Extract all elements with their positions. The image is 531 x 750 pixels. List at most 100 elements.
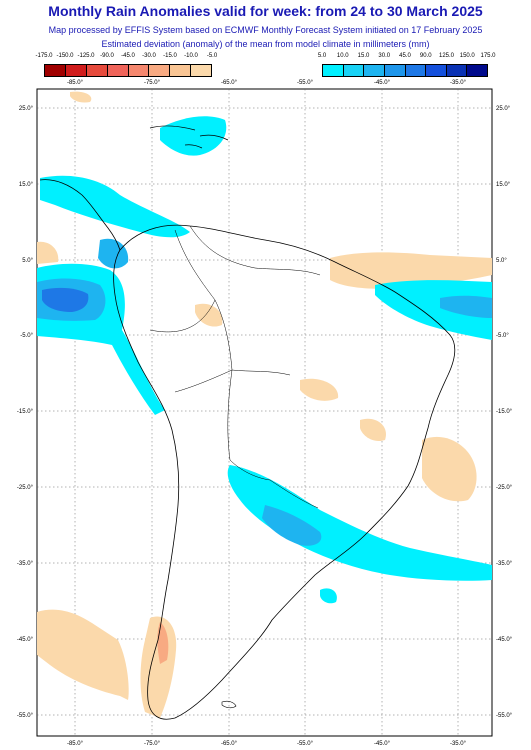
axis-tick-label: 15.0° [496,182,511,188]
legend-tick-label: -125.0 [77,53,95,59]
map-title: Monthly Rain Anomalies valid for week: f… [48,3,483,19]
axis-tick-label: -85.0° [67,741,84,747]
dry-area-bolivia [195,303,223,327]
legend-swatch [107,65,129,76]
legend-positive-colorbar [322,64,488,77]
legend-negative-labels: -175.0 -150.0 -125.0 -90.0 -45.0 -30.0 -15.0 -1… [35,53,217,63]
axis-tick-label: -35.0° [17,561,34,567]
legend-swatch [384,65,406,76]
legend-swatch [86,65,108,76]
latitude-labels-left: 25.0° 15.0° 5.0° -5.0° -15.0° -25.0° -35.0° -45… [17,106,34,719]
legend-tick-label: -150.0 [56,53,74,59]
dry-area-caribbean [70,91,92,103]
legend-negative: -175.0 -150.0 -125.0 -90.0 -45.0 -30.0 -15.0 -1… [35,53,217,77]
legend-swatch [343,65,365,76]
legend-swatch [191,65,211,76]
wet-area-colombia [98,238,129,269]
axis-tick-label: 5.0° [22,258,33,264]
legend-tick-label: -90.0 [100,53,114,59]
axis-tick-label: -45.0° [374,80,391,86]
dry-anomaly-areas [37,91,492,718]
axis-tick-label: -15.0° [496,409,513,415]
legend-tick-label: -10.0 [184,53,198,59]
legend-tick-label: -5.0 [206,53,218,59]
axis-tick-label: 15.0° [19,182,34,188]
legend-negative-colorbar [44,64,212,77]
legend-tick-label: 30.0 [378,53,391,59]
south-america-coastline [113,224,456,720]
legend-tick-label: 15.0 [357,53,370,59]
axis-tick-label: -65.0° [221,741,238,747]
axis-tick-label: 25.0° [19,106,34,112]
legend-swatch [446,65,468,76]
legend-tick-label: 150.0 [459,53,475,59]
legend-tick-label: 45.0 [399,53,411,59]
wet-area-equatorial-atlantic-core [440,295,492,318]
axis-tick-label: -45.0° [496,637,513,643]
legend-tick-label: -15.0 [163,53,177,59]
wet-area-pacific-strong [42,287,89,312]
dry-area-southern-chile-core [157,622,169,664]
legend-swatch [405,65,427,76]
axis-tick-label: -5.0° [20,333,33,339]
axis-tick-label: 25.0° [496,106,511,112]
axis-tick-label: -55.0° [496,713,513,719]
dry-area-brazil-interior [360,418,386,441]
legend-tick-label: 125.0 [438,53,455,59]
falkland-islands [221,700,237,709]
legend-tick-label: 5.0 [317,53,327,59]
dry-area-patagonia [37,609,129,700]
dry-area-pacific-north [37,241,59,264]
axis-tick-label: -45.0° [374,741,391,747]
legend-tick-label: -175.0 [35,53,53,59]
dry-area-central-brazil [300,378,339,401]
legend-positive: 5.0 10.0 15.0 30.0 45.0 90.0 125.0 150.0 175.0 [318,53,496,77]
axis-tick-label: -55.0° [17,713,34,719]
legend-swatch [65,65,87,76]
axis-tick-label: -75.0° [144,741,161,747]
axis-tick-label: 5.0° [496,258,507,264]
wet-area-south-atlantic [320,588,337,604]
legend-tick-label: -45.0 [121,53,135,59]
axis-tick-label: -55.0° [297,80,314,86]
axis-tick-label: -5.0° [496,333,509,339]
central-america-coastline [39,179,121,251]
legend-swatch [128,65,150,76]
axis-tick-label: -45.0° [17,637,34,643]
axis-tick-label: -15.0° [17,409,34,415]
legend-swatch [426,65,447,76]
map-subtitle-processing: Map processed by EFFIS System based on E… [48,25,483,35]
legend-tick-label: -30.0 [142,53,156,59]
axis-tick-label: -35.0° [450,741,467,747]
longitude-labels-top: -85.0° -75.0° -65.0° -55.0° -45.0° -35.0° [67,80,467,86]
longitude-labels-bottom: -85.0° -75.0° -65.0° -55.0° -45.0° -35.0° [67,741,467,747]
caribbean-islands [149,125,229,149]
axis-tick-label: -35.0° [450,80,467,86]
map-subtitle-units: Estimated deviation (anomaly) of the mea… [101,39,430,49]
legend-swatch [170,65,192,76]
axis-tick-label: -65.0° [221,80,238,86]
legend-swatch [45,65,66,76]
dry-area-north-brazil [330,252,492,289]
latitude-labels-right: 25.0° 15.0° 5.0° -5.0° -15.0° -25.0° -35.0° -45… [496,106,513,719]
legend-swatch [149,65,171,76]
legend-tick-label: 90.0 [419,53,432,59]
axis-tick-label: -55.0° [297,741,314,747]
wet-area-equatorial-atlantic [375,280,492,340]
wet-area-rio-de-la-plata-core [262,505,322,546]
axis-tick-label: -75.0° [144,80,161,86]
legend-swatch [323,65,344,76]
axis-tick-label: -35.0° [496,561,513,567]
legend-tick-label: 175.0 [480,53,496,59]
legend-positive-labels: 5.0 10.0 15.0 30.0 45.0 90.0 125.0 150.0 175.0 [318,53,496,63]
legend-swatch [467,65,487,76]
country-borders [149,225,321,509]
axis-tick-label: -25.0° [17,485,34,491]
wet-area-rio-de-la-plata [227,465,492,581]
legend-swatch [364,65,385,76]
axis-tick-label: -85.0° [67,80,84,86]
dry-area-east-brazil [422,436,477,502]
axis-tick-label: -25.0° [496,485,513,491]
legend-tick-label: 10.0 [336,53,349,59]
